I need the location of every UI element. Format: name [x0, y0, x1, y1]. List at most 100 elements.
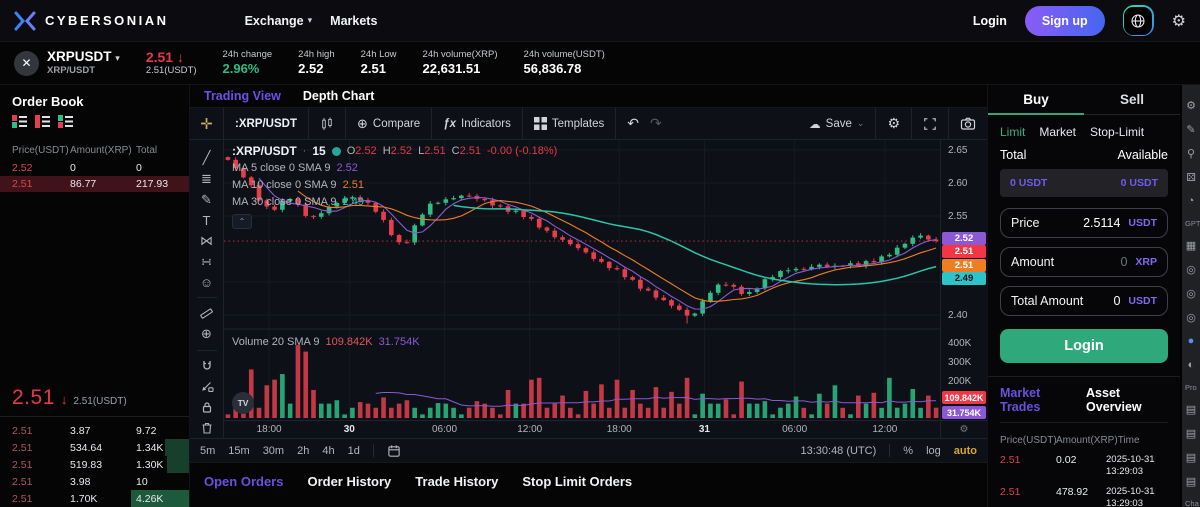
bid-row[interactable]: 2.51 3.87 9.72	[12, 424, 157, 437]
forecast-icon[interactable]: ∺	[201, 253, 212, 269]
bid-row[interactable]: 2.51 534.64 1.34K	[0, 439, 189, 456]
sidebar-item[interactable]: GPT	[1185, 218, 1200, 228]
log-scale-button[interactable]: log	[926, 444, 941, 457]
percent-scale-button[interactable]: %	[903, 444, 914, 457]
time-tick: 06:00	[432, 424, 458, 435]
chart-settings-gear-icon[interactable]: ⚙	[887, 115, 900, 131]
symbol-button[interactable]: :XRP/USDT	[235, 117, 297, 130]
draw-pencil-icon[interactable]	[190, 376, 223, 397]
settings-icon[interactable]: ⚙	[1186, 99, 1196, 112]
chart-plot-area[interactable]: :XRP/USDT · 15 O2.52 H2.52 L2.51 C2.51 -…	[224, 140, 940, 420]
order-type-limit[interactable]: Limit	[1000, 125, 1026, 139]
sidebar-item[interactable]: Cha	[1185, 498, 1199, 507]
trend-line-icon[interactable]: ╱	[202, 150, 211, 166]
language-globe-button[interactable]	[1122, 5, 1154, 36]
tab-open-orders[interactable]: Open Orders	[204, 474, 284, 489]
wheel-icon[interactable]: ◎	[1186, 311, 1196, 324]
magnet-icon[interactable]	[190, 355, 223, 376]
interval-5m[interactable]: 5m	[200, 444, 216, 457]
tab-stop-limit-orders[interactable]: Stop Limit Orders	[522, 474, 633, 489]
xabcd-pattern-icon[interactable]: ⋈	[200, 232, 213, 248]
price-input[interactable]	[1045, 215, 1123, 231]
nav-markets[interactable]: Markets	[330, 13, 378, 28]
settings-gear-icon[interactable]: ⚙	[1171, 12, 1186, 30]
signup-button[interactable]: Sign up	[1024, 5, 1105, 36]
text-tool-icon[interactable]: T	[202, 212, 211, 228]
fib-lines-icon[interactable]: ≣	[201, 170, 212, 186]
tab-asset-overview[interactable]: Asset Overview	[1086, 386, 1142, 414]
axis-settings-gear-icon[interactable]: ⚙	[940, 420, 987, 438]
time-axis[interactable]: 18:00 30 06:00 12:00 18:00 31 06:00 12:00	[224, 420, 940, 438]
history-icon[interactable]: ◔	[1187, 195, 1195, 207]
crosshair-tool-icon[interactable]: ✛	[190, 108, 224, 139]
book-view-both-icon[interactable]	[12, 115, 27, 128]
browser-sidebar[interactable]: ⚙✎⚲⚄◔GPT▦◎◎◎●◐Pro▤▤▤▤ChaCsdDisFinaTraNap…	[1180, 85, 1200, 507]
ask-row[interactable]: 2.51 86.77 217.93	[0, 176, 189, 192]
candle-style-button[interactable]	[309, 108, 345, 139]
sphere-icon[interactable]: ●	[1187, 335, 1195, 347]
dice-icon[interactable]: ⚄	[1186, 171, 1196, 184]
nav-exchange[interactable]: Exchange ▾	[244, 13, 313, 28]
price-badge: 2.52	[942, 231, 986, 245]
bid-row[interactable]: 2.51 1.70K 4.26K	[0, 490, 189, 507]
folder-icon[interactable]: ▤	[1185, 475, 1197, 488]
snapshot-camera-icon[interactable]	[949, 108, 987, 139]
price-axis[interactable]: 2.652.602.552.452.402.522.512.512.49400K…	[940, 140, 987, 420]
indicators-button[interactable]: ƒx Indicators	[443, 117, 511, 130]
lock-drawings-icon[interactable]	[190, 397, 223, 418]
interval-1d[interactable]: 1d	[347, 444, 360, 457]
interval-4h[interactable]: 4h	[322, 444, 335, 457]
collapse-legend-button[interactable]: ⌃	[232, 214, 252, 229]
wheel-icon[interactable]: ◎	[1186, 263, 1196, 276]
ask-row[interactable]: 2.52 0 0	[12, 162, 142, 174]
tab-trading-view[interactable]: Trading View	[204, 89, 281, 103]
folder-icon[interactable]: ▤	[1185, 451, 1197, 464]
total-amount-input[interactable]	[1089, 293, 1123, 309]
redo-icon[interactable]: ↷	[650, 115, 662, 131]
remove-drawings-icon[interactable]	[190, 417, 223, 438]
auto-scale-button[interactable]: auto	[953, 444, 977, 457]
tab-trade-history[interactable]: Trade History	[415, 474, 499, 489]
login-link[interactable]: Login	[972, 13, 1007, 28]
sidebar-item[interactable]: Pro	[1185, 382, 1197, 392]
bid-row[interactable]: 2.51 3.98 10	[12, 475, 148, 488]
zoom-in-icon[interactable]: ⊕	[201, 326, 212, 342]
wheel-icon[interactable]: ◎	[1186, 287, 1196, 300]
new-folder-icon[interactable]: ▤	[1185, 403, 1197, 416]
search-icon[interactable]: ⚲	[1186, 147, 1196, 160]
compose-icon[interactable]: ✎	[1186, 123, 1196, 136]
interval-15m[interactable]: 15m	[228, 444, 250, 457]
bid-row[interactable]: 2.51 519.83 1.30K	[0, 456, 189, 473]
emoji-icon[interactable]: ☺	[199, 274, 214, 290]
book-view-asks-icon[interactable]	[35, 115, 50, 128]
interval-2h[interactable]: 2h	[297, 444, 310, 457]
brand[interactable]: CYBERSONIAN	[14, 11, 169, 31]
brush-icon[interactable]: ✎	[201, 191, 212, 207]
tab-depth-chart[interactable]: Depth Chart	[302, 89, 375, 103]
tab-sell[interactable]: Sell	[1119, 92, 1144, 107]
calendar-icon[interactable]	[387, 444, 401, 458]
ma5-legend: MA 5 close 0 SMA 9 2.52	[232, 162, 358, 174]
tab-order-history[interactable]: Order History	[307, 474, 392, 489]
tab-buy[interactable]: Buy	[988, 85, 1084, 115]
clock-utc[interactable]: 13:30:48 (UTC)	[800, 444, 877, 457]
pair-selector[interactable]: ✕ XRPUSDT ▾ XRP/USDT	[14, 49, 120, 76]
measure-ruler-icon[interactable]	[190, 303, 223, 324]
templates-button[interactable]: Templates	[523, 108, 615, 139]
tradingview-logo[interactable]: TV	[232, 392, 254, 414]
interval-30m[interactable]: 30m	[262, 444, 285, 457]
order-type-stop-limit[interactable]: Stop-Limit	[1090, 125, 1145, 139]
order-type-market[interactable]: Market	[1039, 125, 1077, 139]
amount-input[interactable]	[1060, 254, 1130, 270]
book-view-bids-icon[interactable]	[58, 115, 73, 128]
half-circle-icon[interactable]: ◐	[1187, 359, 1195, 371]
fullscreen-icon[interactable]	[912, 108, 948, 139]
folder-icon[interactable]: ▤	[1185, 427, 1197, 440]
login-button[interactable]: Login	[1000, 329, 1168, 363]
compare-button[interactable]: ⊕ Compare	[356, 115, 421, 131]
apps-grid-icon[interactable]: ▦	[1185, 239, 1197, 252]
tab-market-trades[interactable]: Market Trades	[1000, 386, 1041, 414]
save-layout-button[interactable]: ☁ Save ⌄	[809, 117, 865, 131]
undo-icon[interactable]: ↶	[627, 115, 640, 131]
